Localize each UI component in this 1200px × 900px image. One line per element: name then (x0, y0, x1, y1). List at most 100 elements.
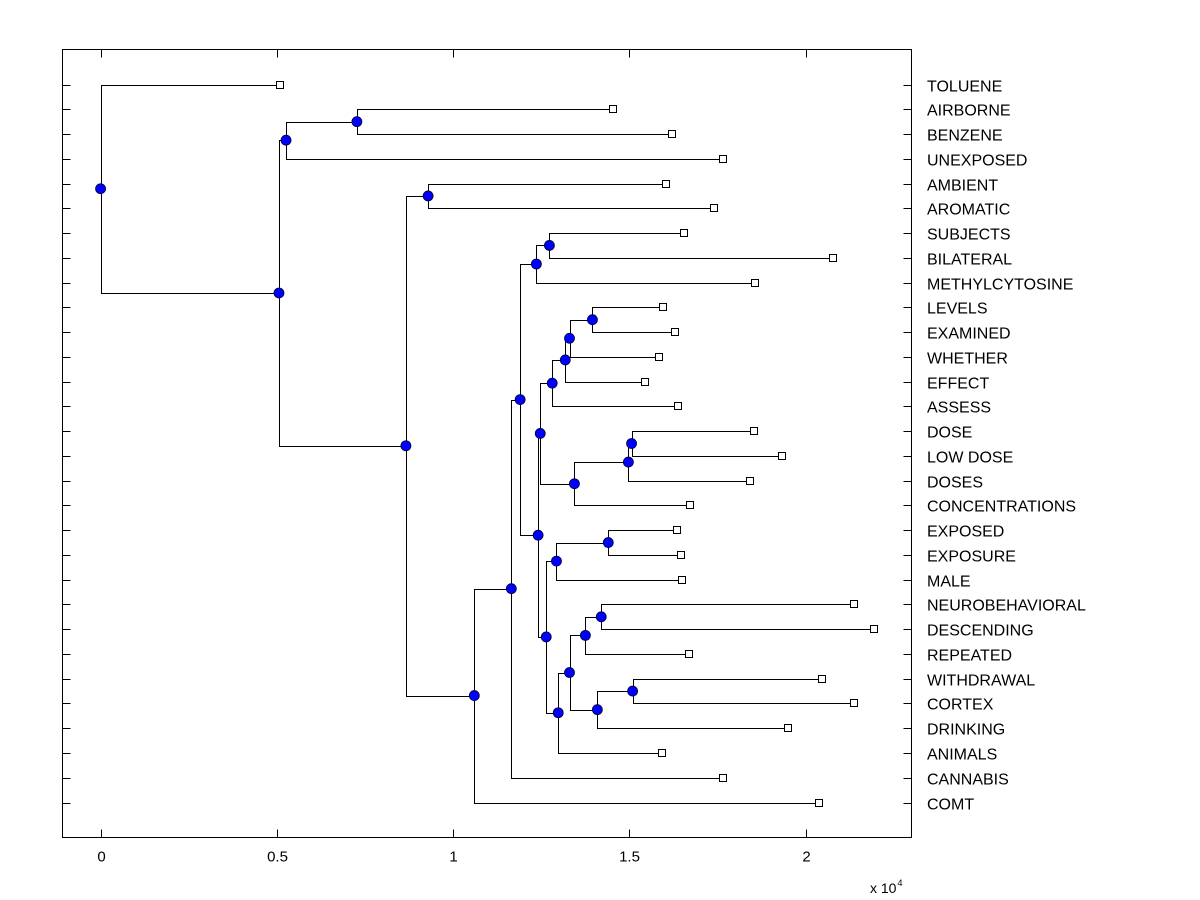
leaf-label: NEUROBEHAVIORAL (927, 598, 1086, 615)
tree-branch (633, 691, 855, 704)
internal-node-marker (280, 134, 292, 146)
leaf-label: METHYLCYTOSINE (927, 277, 1073, 294)
leaf-label: AMBIENT (927, 178, 998, 195)
leaf-marker (818, 675, 826, 683)
internal-node-marker (551, 555, 562, 567)
internal-node-marker (627, 685, 639, 697)
x-tick-label: 0.5 (267, 849, 288, 866)
x-tick-label: 0 (97, 849, 105, 866)
axis-ticks (62, 49, 912, 838)
tree-branch (608, 530, 678, 544)
internal-node-marker (564, 667, 575, 678)
tree-branch (474, 589, 512, 697)
tree-branch (608, 543, 682, 556)
x-tick-label: 2 (802, 849, 810, 866)
leaf-marker (641, 378, 649, 386)
tree-branch (536, 264, 756, 284)
x-scale-exponent: 4 (897, 878, 902, 888)
leaf-marker (815, 799, 823, 807)
leaf-label: ASSESS (927, 400, 991, 417)
tree-branch (570, 338, 660, 358)
leaf-marker (751, 279, 759, 287)
x-tick-labels: 0 0.5 1 1.5 2 (97, 849, 810, 866)
leaf-label: MALE (927, 574, 971, 591)
leaf-label: COMT (927, 797, 974, 814)
x-tick-label: 1 (449, 849, 457, 866)
tree-branch (546, 561, 557, 638)
leaf-marker (829, 254, 837, 262)
tree-branch (549, 245, 834, 259)
leaf-label: DESCENDING (927, 623, 1034, 640)
tree-branch (597, 710, 789, 729)
tree-branch (474, 696, 820, 804)
leaf-label: AROMATIC (927, 202, 1010, 219)
leaf-marker (674, 402, 682, 410)
leaf-marker (673, 526, 681, 534)
tree-branch (601, 617, 875, 630)
leaf-label: EXPOSURE (927, 549, 1016, 566)
leaf-label: LOW DOSE (927, 450, 1013, 467)
internal-node-marker (468, 690, 480, 701)
internal-node-marker (569, 478, 580, 490)
tree-branch (556, 543, 609, 562)
tree-branch (632, 431, 755, 445)
tree-branch (406, 196, 429, 447)
leaf-label: CORTEX (927, 697, 994, 714)
leaf-marker (668, 130, 676, 138)
leaf-label: DOSE (927, 425, 972, 442)
leaf-label: WITHDRAWAL (927, 673, 1035, 690)
leaf-marker (655, 353, 663, 361)
tree-branch (428, 184, 667, 197)
internal-node-marker (595, 611, 607, 623)
tree-branch (570, 320, 593, 339)
leaf-marker (680, 229, 688, 237)
tree-branch (558, 673, 571, 714)
leaf-marker (685, 650, 693, 658)
tree-branch (101, 85, 281, 190)
tree-branch (570, 673, 598, 711)
leaf-marker (784, 724, 792, 732)
tree-branch (511, 589, 724, 779)
tree-branch (538, 535, 547, 638)
tree-edges (101, 85, 875, 804)
leaf-marker (850, 600, 858, 608)
leaf-label: EXPOSED (927, 524, 1004, 541)
internal-node-marker (505, 583, 517, 595)
leaf-label: ANIMALS (927, 747, 997, 764)
leaf-marker (609, 105, 617, 113)
tree-branch (585, 635, 690, 655)
leaf-label: BENZENE (927, 128, 1003, 145)
tree-branch (574, 462, 629, 485)
tree-branch (546, 637, 559, 714)
internal-node-marker (400, 440, 412, 452)
leaf-labels: TOLUENE AIRBORNE BENZENE UNEXPOSED AMBIENT AR… (927, 79, 1086, 814)
internal-node-marker (622, 456, 634, 468)
leaf-label: LEVELS (927, 301, 987, 318)
tree-branch (570, 635, 586, 674)
tree-branch (633, 679, 823, 692)
internal-node-marker (602, 537, 614, 548)
leaf-marker (658, 749, 666, 757)
tree-branch (428, 196, 715, 209)
internal-node-marker (564, 332, 575, 344)
leaf-label: UNEXPOSED (927, 153, 1027, 170)
tree-branch (601, 604, 855, 618)
leaf-marker (686, 501, 694, 509)
tree-branch (592, 320, 676, 333)
leaf-label: DOSES (927, 475, 983, 492)
leaf-marker (659, 303, 667, 311)
internal-node-marker (422, 190, 434, 202)
tree-branch (552, 383, 679, 407)
tree-branch (520, 400, 539, 536)
internal-node-marker (626, 438, 637, 449)
internal-node-marker (534, 428, 546, 439)
tree-branch (520, 264, 537, 401)
tree-branch (549, 233, 685, 246)
leaf-label: EFFECT (927, 376, 989, 393)
internal-node-marker (273, 287, 285, 299)
leaf-marker (662, 180, 670, 188)
tree-branch (357, 122, 673, 135)
leaf-label: REPEATED (927, 648, 1012, 665)
internal-node-marker (587, 314, 598, 326)
